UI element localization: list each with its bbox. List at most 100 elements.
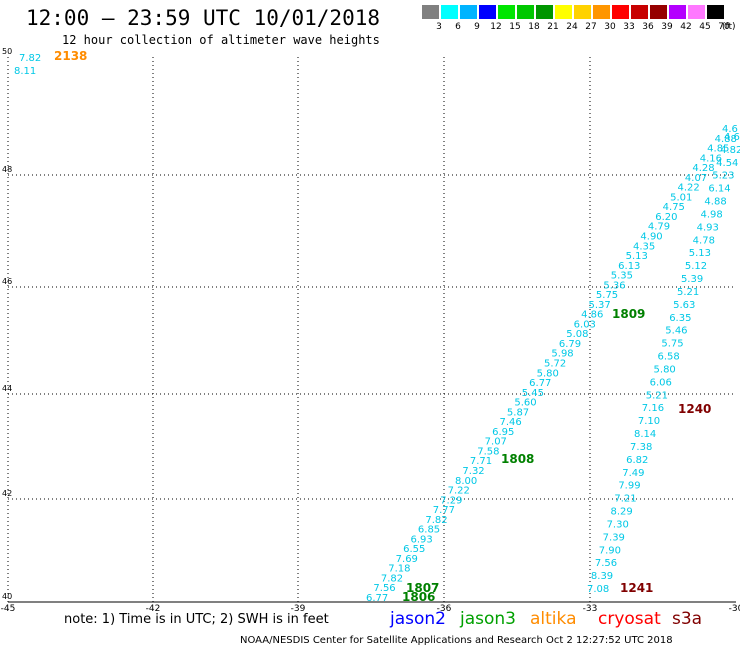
satellite-cryosat: cryosat (598, 609, 661, 629)
wave-height-value: 6.06 (650, 377, 672, 388)
wave-height-value: 5.12 (685, 261, 707, 272)
wave-height-value: 7.56 (595, 558, 617, 569)
wave-height-value: 5.80 (654, 364, 676, 375)
lon-tick-label: -33 (583, 604, 598, 614)
wave-height-value: 5.98 (551, 349, 573, 360)
legend-swatch (555, 5, 572, 19)
legend-swatch (517, 5, 534, 19)
plot-frame (7, 57, 736, 603)
legend-label: 30 (604, 22, 616, 32)
legend-swatch (650, 5, 667, 19)
legend-label: 9 (474, 22, 480, 32)
wave-height-value: 7.21 (614, 494, 636, 505)
wave-height-value: 8.00 (455, 476, 477, 487)
time-label: 1241 (620, 581, 653, 595)
wave-height-value: 4.88 (704, 197, 726, 208)
wave-height-value: 5.13 (626, 251, 648, 262)
wave-height-value: 7.08 (587, 584, 609, 595)
wave-height-value: 6.58 (657, 352, 679, 363)
wave-height-value: 6.93 (411, 534, 433, 545)
wave-height-value: 7.82 (19, 53, 41, 64)
wave-height-value: 5.35 (611, 271, 633, 282)
legend-swatch (688, 5, 705, 19)
wave-height-value: 7.29 (440, 495, 462, 506)
grid-lines (8, 57, 736, 602)
page-title: 12:00 — 23:59 UTC 10/01/2018 (26, 6, 381, 30)
legend-swatch (536, 5, 553, 19)
legend-label: 21 (547, 22, 559, 32)
wave-height-value: 5.87 (507, 407, 529, 418)
legend-swatch (460, 5, 477, 19)
wave-height-value: 6.35 (669, 313, 691, 324)
lat-tick-label: 44 (2, 384, 12, 393)
wave-height-value: 6.79 (559, 339, 581, 350)
lon-tick-label: -39 (291, 604, 306, 614)
legend-swatch (707, 5, 724, 19)
lat-tick-label: 40 (2, 592, 12, 601)
time-label: 1806 (402, 590, 435, 604)
wave-height-value: 6.95 (492, 427, 514, 438)
wave-height-value: 5.39 (681, 274, 703, 285)
wave-height-value: 4.64 (724, 132, 740, 143)
wave-height-value: 6.77 (529, 378, 551, 389)
legend-label: 70 (718, 22, 730, 32)
wave-height-value: 4.98 (701, 209, 723, 220)
legend-swatch (422, 5, 439, 19)
lat-tick-label: 46 (2, 277, 12, 286)
wave-height-value: 8.11 (14, 66, 36, 77)
legend-label: 6 (455, 22, 461, 32)
legend-label: 15 (509, 22, 521, 32)
wave-height-value: 7.82 (425, 515, 447, 526)
wave-height-value: 4.22 (678, 183, 700, 194)
wave-height-value: 4.35 (633, 241, 655, 252)
wave-height-value: 4.28 (692, 163, 714, 174)
wave-height-value: 5.46 (665, 326, 687, 337)
legend-label: 33 (623, 22, 635, 32)
wave-height-value: 4.54 (716, 158, 738, 169)
legend-label: 42 (680, 22, 692, 32)
wave-height-value: 5.01 (670, 192, 692, 203)
wave-height-value: 7.99 (618, 481, 640, 492)
wave-height-value: 4.6 (722, 124, 738, 135)
lon-tick-label: -36 (437, 604, 452, 614)
wave-height-value: 6.03 (574, 319, 596, 330)
footer-credit: NOAA/NESDIS Center for Satellite Applica… (240, 635, 673, 646)
wave-height-value: 7.71 (470, 456, 492, 467)
wave-height-value: 6.85 (418, 525, 440, 536)
wave-height-labels: 6.777.567.827.187.696.556.936.857.827.77… (14, 49, 740, 604)
wave-height-value: 7.58 (477, 446, 499, 457)
wave-height-value: 4.79 (648, 222, 670, 233)
satellite-jason2: jason2 (390, 609, 446, 629)
wave-height-value: 5.21 (677, 287, 699, 298)
wave-height-value: 7.16 (642, 403, 664, 414)
wave-height-value: 7.30 (607, 519, 629, 530)
wave-height-value: 7.56 (373, 583, 395, 594)
time-label: 1240 (678, 402, 711, 416)
legend-label: 36 (642, 22, 654, 32)
wave-height-value: 6.14 (708, 184, 730, 195)
satellite-altika: altika (530, 609, 577, 629)
wave-height-value: 5.60 (514, 398, 536, 409)
time-label: 1807 (406, 581, 439, 595)
wave-height-value: 4.93 (697, 222, 719, 233)
wave-height-value: 8.39 (591, 571, 613, 582)
wave-height-value: 5.37 (589, 300, 611, 311)
wave-height-value: 6.82 (626, 455, 648, 466)
legend-label: 12 (490, 22, 502, 32)
wave-height-value: 5.80 (537, 368, 559, 379)
wave-height-value: 7.90 (599, 545, 621, 556)
wave-height-value: 7.77 (433, 505, 455, 516)
wave-height-value: 8.29 (610, 507, 632, 518)
legend-label: 3 (436, 22, 442, 32)
wave-height-value: 7.46 (500, 417, 522, 428)
wave-height-value: 6.13 (618, 261, 640, 272)
wave-height-value: 5.75 (661, 339, 683, 350)
lon-tick-label: -42 (146, 604, 161, 614)
wave-height-value: 4.75 (663, 202, 685, 213)
wave-height-value: 5.08 (566, 329, 588, 340)
wave-height-value: 7.22 (448, 486, 470, 497)
wave-height-value: 5.72 (544, 359, 566, 370)
wave-height-value: 5.13 (689, 248, 711, 259)
time-label: 2138 (54, 49, 87, 63)
